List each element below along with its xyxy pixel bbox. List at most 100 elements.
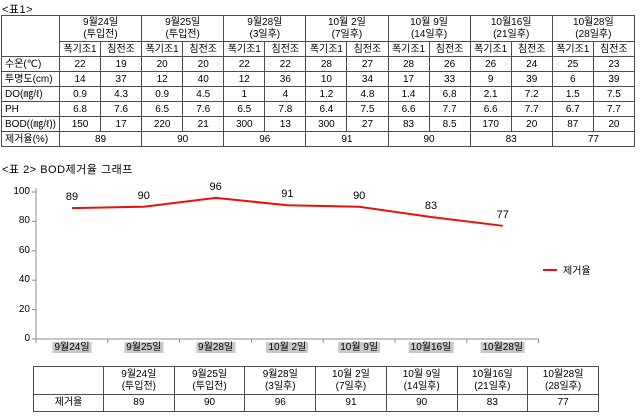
row-label: PH: [1, 101, 60, 117]
date-note: (14일후): [403, 380, 440, 392]
value-cell: 25: [551, 56, 594, 72]
tank-column-header: 침전조: [428, 41, 471, 57]
row-label: 수온(℃): [1, 56, 60, 72]
data-point-label: 90: [137, 189, 150, 202]
tank-column-header: 침전조: [100, 41, 143, 57]
data-point-label: 90: [353, 189, 366, 202]
row-label: 투명도(cm): [1, 71, 60, 87]
date-text: 10월16일: [472, 368, 513, 380]
x-axis-category-label: 9월25일: [124, 342, 164, 353]
value-cell: 20: [510, 116, 553, 132]
value-cell: 4: [264, 86, 307, 102]
date-text: 9월25일: [192, 368, 228, 380]
y-axis-tick-label: 80: [18, 215, 30, 227]
tank-column-header: 침전조: [182, 41, 225, 57]
date-note: (21일후): [474, 380, 511, 392]
removal-value-cell: 90: [387, 131, 471, 147]
value-cell: 150: [58, 116, 102, 132]
tank-column-header: 폭기조1: [58, 41, 102, 57]
measurement-table: 9월24일 (투입전) 9월25일 (투입전) 9월28일 (3일후) 10월 2일(…: [1, 15, 636, 147]
value-cell: 22: [264, 56, 307, 72]
value-cell: 17: [387, 71, 430, 87]
table-row: PH 6.8 7.6 6.5 7.6 6.5 7.8 6.4 7.5 6.6 7…: [1, 101, 636, 117]
value-cell: 1.4: [387, 86, 430, 102]
tank-column-header: 폭기조1: [551, 41, 594, 57]
tank-column-header: 폭기조1: [223, 41, 266, 57]
data-point-label: 96: [209, 180, 222, 193]
value-cell: 170: [469, 116, 512, 132]
date-text: 9월28일: [247, 16, 283, 28]
date-note: (3일후): [264, 380, 296, 392]
value-cell: 83: [387, 116, 430, 132]
value-cell: 6.6: [387, 101, 430, 117]
date-note: (21일후): [493, 28, 530, 40]
date-note: (7일후): [335, 380, 367, 392]
corner-cell: [1, 15, 60, 57]
date-column-header: 10월16일 (21일후): [456, 366, 529, 395]
legend-label: 제거율: [563, 266, 591, 277]
value-cell: 19: [100, 56, 143, 72]
value-cell: 7.8: [264, 101, 307, 117]
value-cell: 12: [223, 71, 266, 87]
legend-line-swatch: [543, 268, 557, 271]
date-note: (28일후): [575, 28, 612, 40]
value-cell: 27: [346, 116, 389, 132]
value-cell: 300: [223, 116, 266, 132]
date-column-header: 9월24일 (투입전): [103, 366, 175, 395]
removal-value-cell: 89: [103, 394, 175, 412]
value-cell: 23: [592, 56, 636, 72]
value-cell: 34: [346, 71, 389, 87]
value-cell: 1.2: [305, 86, 348, 102]
y-axis-tick-label: 100: [13, 186, 30, 197]
date-text: 10월 9일: [410, 16, 448, 28]
table1-title: <표1>: [2, 4, 34, 16]
date-column-header: 10월28일 (28일후): [551, 15, 636, 42]
value-cell: 22: [58, 56, 102, 72]
row-label: BOD((㎎/ℓ)): [1, 116, 60, 132]
value-cell: 6.8: [58, 101, 102, 117]
value-cell: 7.6: [182, 101, 225, 117]
value-cell: 36: [264, 71, 307, 87]
value-cell: 6: [551, 71, 594, 87]
value-cell: 6.5: [141, 101, 184, 117]
date-note: (14일후): [410, 28, 448, 40]
date-column-header: 10월28일 (28일후): [527, 366, 599, 395]
tank-column-header: 폭기조1: [387, 41, 430, 57]
value-cell: 4.8: [346, 86, 389, 102]
data-point-label: 83: [424, 199, 438, 212]
value-cell: 1: [223, 86, 266, 102]
date-column-header: 9월28일 (3일후): [244, 366, 317, 395]
table-row: DO(㎎/ℓ) 0.9 4.3 0.9 4.5 1 4 1.2 4.8 1.4 …: [1, 86, 636, 102]
removal-value-cell: 90: [385, 394, 458, 412]
value-cell: 220: [141, 116, 184, 132]
date-text: 10월 2일: [328, 16, 366, 28]
value-cell: 4.5: [182, 86, 225, 102]
date-column-header: 10월 2일 (7일후): [305, 15, 389, 42]
x-axis-category-label: 9월24일: [52, 342, 92, 353]
value-cell: 28: [387, 56, 430, 72]
date-note: (28일후): [545, 380, 582, 392]
removal-summary-table: 9월24일 (투입전) 9월25일 (투입전) 9월28일 (3일후) 10월 2일(…: [33, 366, 599, 412]
date-note: (투입전): [165, 28, 200, 40]
y-axis-tick-label: 40: [18, 274, 30, 286]
date-column-header: 10월 2일 (7일후): [315, 366, 387, 395]
value-cell: 6.4: [305, 101, 348, 117]
removal-value-cell: 90: [141, 131, 225, 147]
date-column-header: 9월25일 (투입전): [141, 15, 225, 42]
value-cell: 6.7: [551, 101, 594, 117]
value-cell: 9: [469, 71, 512, 87]
removal-value-cell: 96: [244, 394, 317, 412]
removal-value-cell: 91: [315, 394, 387, 412]
date-column-header: 10월 9일 (14일후): [387, 15, 471, 42]
table-row: 투명도(cm) 14 37 12 40 12 36 10 34 17 33 9 …: [1, 71, 636, 87]
value-cell: 28: [305, 56, 348, 72]
date-column-header: 9월24일 (투입전): [58, 15, 143, 42]
date-text: 9월28일: [262, 368, 298, 380]
value-cell: 7.2: [510, 86, 553, 102]
date-note: (7일후): [331, 28, 363, 40]
value-cell: 33: [428, 71, 471, 87]
y-axis-tick-label: 20: [18, 303, 30, 315]
x-axis-category-label: 10월28일: [480, 342, 526, 353]
date-text: 9월24일: [121, 368, 157, 380]
date-text: 10월28일: [542, 368, 584, 380]
